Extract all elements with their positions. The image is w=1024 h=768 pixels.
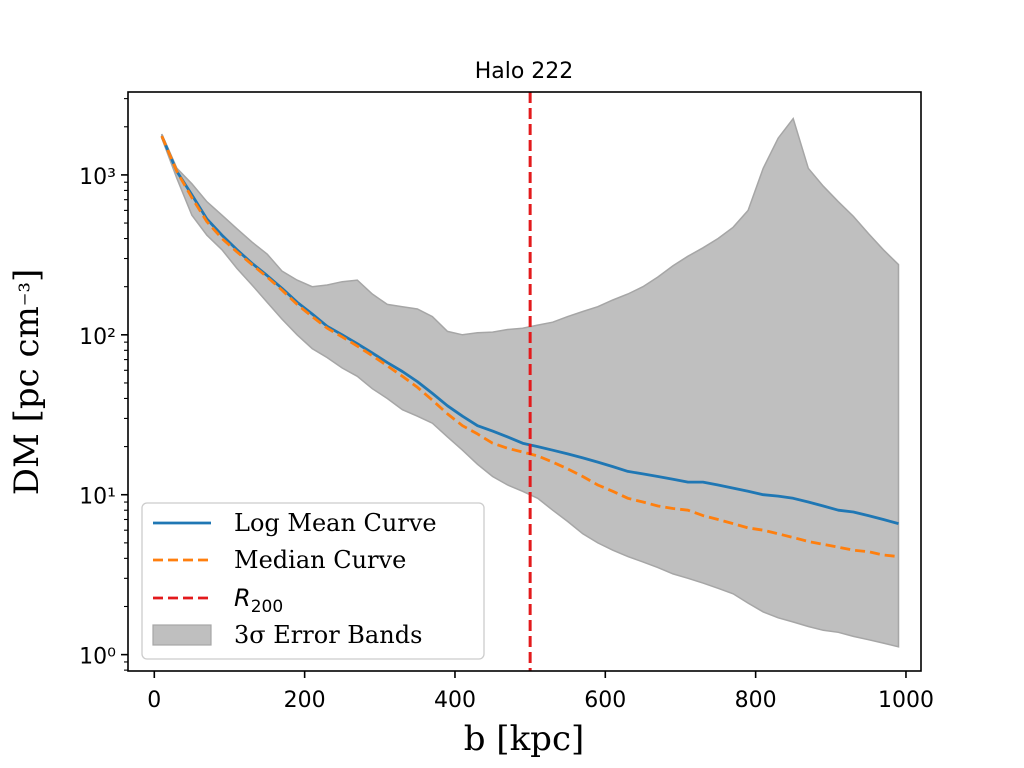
plot-area: [160, 92, 900, 671]
legend-box: [141, 502, 485, 660]
legend-median: Median Curve: [153, 546, 406, 574]
x-tick-label: 600: [584, 688, 626, 713]
y-tick-label: 10¹: [79, 485, 116, 510]
legend-label: Log Mean Curve: [234, 509, 437, 537]
y-tick-label: 10⁰: [79, 645, 116, 670]
axes: 0 200 400 600 800 1000 10⁰ 10¹ 10² 10³: [79, 91, 934, 713]
legend-r200: R200: [153, 584, 283, 617]
x-tick-label: 1000: [878, 688, 934, 713]
legend-error-bands: 3σ Error Bands: [152, 621, 422, 649]
legend-label: Median Curve: [234, 546, 406, 574]
x-tick-label: 800: [735, 688, 777, 713]
legend-label: 3σ Error Bands: [234, 621, 422, 649]
x-tick-label: 200: [284, 688, 326, 713]
legend-label: R200: [234, 584, 283, 617]
legend-log-mean: Log Mean Curve: [153, 509, 437, 537]
y-tick-label: 10²: [79, 325, 116, 350]
legend: Log Mean Curve Median Curve R200 3σ Error B…: [141, 502, 485, 660]
y-axis-title: DM [pc cm⁻³]: [7, 269, 47, 495]
legend-swatch: [152, 624, 212, 646]
chart-title: Halo 222: [475, 59, 574, 84]
plot-frame: [127, 91, 922, 672]
y-tick-label: 10³: [79, 165, 116, 190]
x-tick-label: 400: [434, 688, 476, 713]
x-tick-label: 0: [147, 688, 161, 713]
x-axis-title: b [kpc]: [464, 719, 585, 759]
